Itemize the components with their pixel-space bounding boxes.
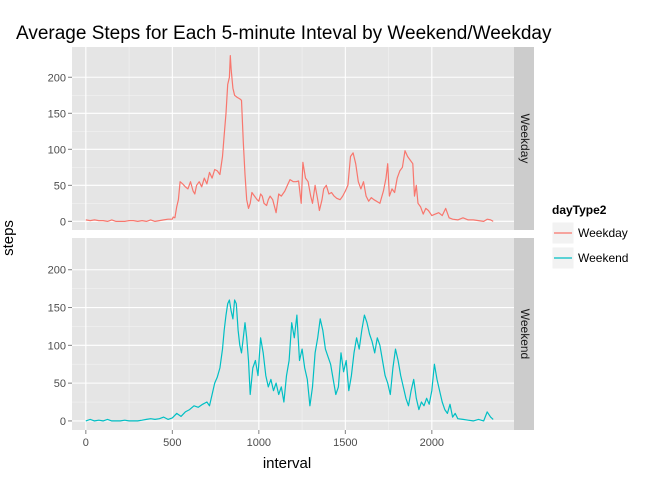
x-tick-label: 1500 — [333, 437, 357, 449]
panel-background — [72, 47, 514, 230]
legend-label-weekday: Weekday — [578, 226, 628, 240]
y-tick-label: 50 — [54, 378, 66, 390]
facet-label-weekend: Weekend — [518, 309, 532, 359]
y-axis-label: steps — [0, 220, 17, 256]
panel-weekday: 0 50 100 150 200 Weekday — [48, 47, 534, 230]
facet-strip — [514, 238, 534, 430]
x-axis-label: interval — [263, 455, 311, 472]
x-axis-ticks: 0 500 1000 1500 2000 — [83, 430, 444, 449]
legend: dayType2 Weekday Weekend — [551, 203, 628, 270]
legend-label-weekend: Weekend — [578, 251, 628, 265]
facet-strip — [514, 47, 534, 230]
y-tick-label: 0 — [60, 416, 66, 428]
y-tick-label: 50 — [54, 180, 66, 192]
legend-title: dayType2 — [552, 203, 607, 217]
x-tick-label: 0 — [83, 437, 89, 449]
y-tick-label: 150 — [48, 108, 66, 120]
x-tick-label: 1000 — [247, 437, 271, 449]
x-tick-label: 500 — [163, 437, 181, 449]
y-tick-label: 0 — [60, 216, 66, 228]
y-tick-label: 100 — [48, 340, 66, 352]
y-tick-label: 200 — [48, 265, 66, 277]
panel-weekend: 0 50 100 150 200 Weekend — [48, 238, 534, 430]
series-line-weekday — [85, 55, 494, 222]
y-tick-label: 200 — [48, 72, 66, 84]
panel-background — [72, 238, 514, 430]
legend-item-weekday: Weekday — [551, 221, 628, 245]
series-line-weekend — [85, 299, 494, 422]
facet-panels: 0 50 100 150 200 Weekday 0 50 100 150 200 Weekend — [48, 47, 534, 430]
x-tick-label: 2000 — [420, 437, 444, 449]
chart-title: Average Steps for Each 5-minute Inteval … — [16, 23, 552, 44]
facet-label-weekday: Weekday — [518, 114, 532, 164]
y-tick-label: 150 — [48, 303, 66, 315]
legend-item-weekend: Weekend — [551, 246, 628, 270]
y-tick-label: 100 — [48, 144, 66, 156]
